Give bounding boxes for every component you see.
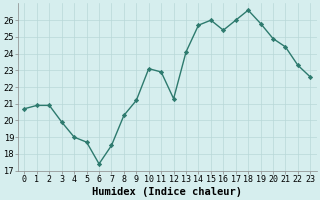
X-axis label: Humidex (Indice chaleur): Humidex (Indice chaleur) <box>92 186 242 197</box>
